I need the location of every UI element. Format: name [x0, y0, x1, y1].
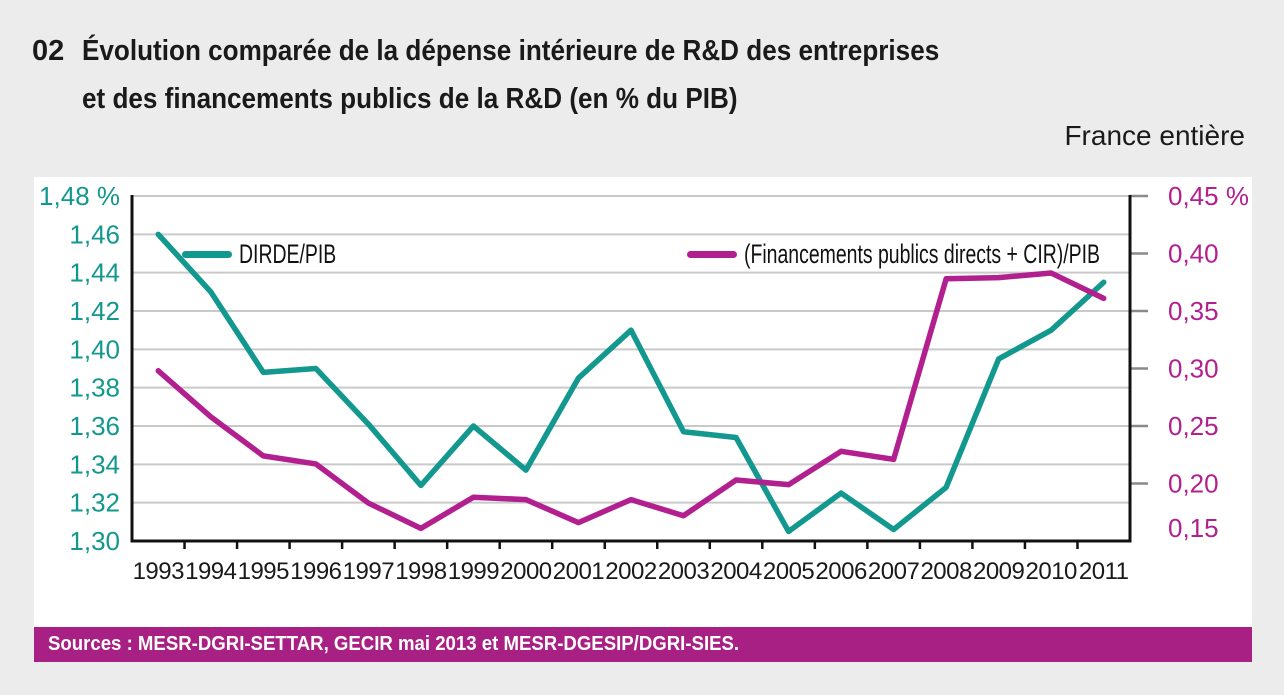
dirde-line [155, 231, 1107, 535]
x-axis-label: 1994 [185, 558, 237, 585]
chart-panel: 1,48 % 1,46 1,44 1,42 1,40 1,38 1,36 1,34 1,32 1,… [34, 177, 1252, 627]
right-axis-label: 0,35 [1168, 296, 1219, 326]
x-axis-label: 2009 [973, 558, 1025, 585]
chart-title-line2: et des financements publics de la R&D (e… [82, 83, 738, 115]
legend-swatch-dirde-icon [182, 250, 232, 258]
legend-label-public-funding: (Financements publics directs + CIR)/PIB [744, 238, 1100, 269]
right-axis-label: 0,25 [1168, 411, 1219, 441]
x-axis-label: 1998 [395, 558, 447, 585]
left-axis-label: 1,32 [69, 488, 120, 518]
line-chart: 1,48 % 1,46 1,44 1,42 1,40 1,38 1,36 1,34 1,32 1,… [39, 181, 1249, 585]
left-axis-label: 1,38 [69, 373, 120, 403]
left-axis-label: 1,48 % [39, 181, 120, 211]
chart-title-line1: Évolution comparée de la dépense intérie… [82, 35, 940, 67]
right-axis-label: 0,15 [1168, 513, 1219, 543]
right-axis-label: 0,45 % [1168, 181, 1249, 211]
right-axis-label: 0,20 [1168, 469, 1219, 499]
x-axis-label: 2003 [658, 558, 710, 585]
public-funding-line [155, 270, 1107, 532]
right-axis-label: 0,40 [1168, 239, 1219, 269]
x-axis-label: 2001 [553, 558, 605, 585]
legend-public-funding: (Financements publics directs + CIR)/PIB [687, 239, 1238, 269]
legend-label-dirde: DIRDE/PIB [239, 238, 337, 269]
x-axis-label: 1999 [448, 558, 500, 585]
x-axis-label: 2006 [815, 558, 867, 585]
figure-number: 02 [32, 35, 65, 67]
left-axis-label: 1,42 [69, 296, 120, 326]
left-axis-label: 1,46 [69, 219, 120, 249]
x-axis-label: 1995 [238, 558, 290, 585]
x-axis-label: 1996 [290, 558, 342, 585]
x-axis-label: 2004 [710, 558, 762, 585]
left-axis-label: 1,40 [69, 334, 120, 364]
chart-title: Évolution comparée de la dépense intérie… [82, 27, 939, 123]
left-axis-label: 1,34 [69, 449, 120, 479]
x-axis-label: 2002 [605, 558, 657, 585]
x-axis-label: 2000 [500, 558, 552, 585]
legend-dirde: DIRDE/PIB [182, 239, 374, 269]
x-axis-label: 2005 [763, 558, 815, 585]
scope-label: France entière [1064, 120, 1245, 151]
x-axis-label: 2008 [920, 558, 972, 585]
left-axis-label: 1,36 [69, 411, 120, 441]
x-axis-label: 1993 [133, 558, 185, 585]
x-axis-label: 2007 [868, 558, 920, 585]
x-axis-label: 1997 [343, 558, 395, 585]
x-axis-label: 2010 [1026, 558, 1078, 585]
right-axis-label: 0,30 [1168, 354, 1219, 384]
sources-bar: Sources : MESR-DGRI-SETTAR, GECIR mai 20… [34, 627, 1252, 662]
left-axis-label: 1,30 [69, 526, 120, 556]
left-axis-label: 1,44 [69, 258, 120, 288]
sources-text: Sources : MESR-DGRI-SETTAR, GECIR mai 20… [48, 633, 740, 655]
legend-swatch-public-funding-icon [687, 250, 737, 258]
x-axis-label: 2011 [1079, 558, 1129, 585]
